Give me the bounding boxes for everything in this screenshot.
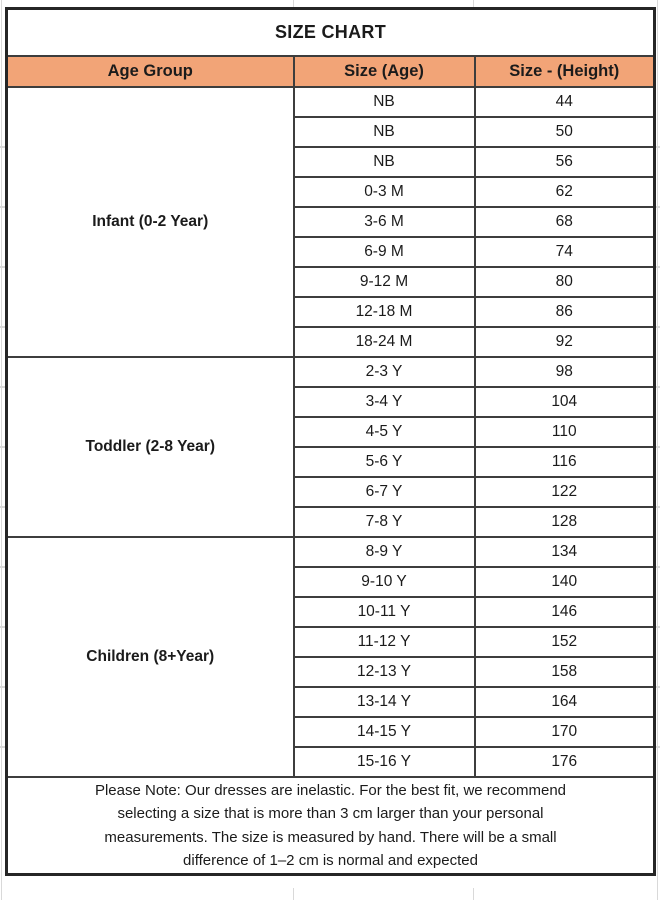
table-row: 18-24 M 92 — [7, 326, 656, 358]
size-age-cell: 15-16 Y — [292, 746, 476, 778]
table-row: 12-18 M 86 — [7, 296, 656, 328]
size-age-cell: NB — [292, 116, 476, 148]
size-height-cell: 74 — [473, 236, 656, 268]
size-height-cell: 152 — [473, 626, 656, 658]
note-line: Please Note: Our dresses are inelastic. … — [94, 781, 567, 799]
table-row: 14-15 Y 170 — [7, 716, 656, 748]
size-age-cell: 9-12 M — [292, 266, 476, 298]
note-text: Please Note: Our dresses are inelastic. … — [5, 776, 656, 876]
table-row: 4-5 Y 110 — [7, 416, 656, 448]
size-height-cell: 44 — [473, 86, 656, 118]
size-age-cell: 2-3 Y — [292, 356, 476, 388]
chart-title: SIZE CHART — [5, 7, 656, 57]
size-height-cell: 62 — [473, 176, 656, 208]
age-group-cell: Toddler (2-8 Year) — [5, 356, 295, 538]
size-height-cell: 56 — [473, 146, 656, 178]
table-row: 11-12 Y 152 — [7, 626, 656, 658]
size-height-cell: 170 — [473, 716, 656, 748]
table-row: NB 56 — [7, 146, 656, 178]
column-header-size-age: Size (Age) — [292, 55, 476, 88]
table-row: 0-3 M 62 — [7, 176, 656, 208]
column-header-age-group: Age Group — [5, 55, 295, 88]
size-age-cell: 8-9 Y — [292, 536, 476, 568]
table-row: 9-10 Y 140 — [7, 566, 656, 598]
note-line: measurements. The size is measured by ha… — [104, 828, 557, 846]
size-height-cell: 146 — [473, 596, 656, 628]
gridline-bottom-col1 — [293, 888, 294, 900]
age-group-cell: Infant (0-2 Year) — [5, 86, 295, 358]
size-age-cell: 5-6 Y — [292, 446, 476, 478]
size-height-cell: 176 — [473, 746, 656, 778]
size-age-cell: 18-24 M — [292, 326, 476, 358]
size-height-cell: 86 — [473, 296, 656, 328]
table-row: 13-14 Y 164 — [7, 686, 656, 718]
size-age-cell: 4-5 Y — [292, 416, 476, 448]
size-height-cell: 92 — [473, 326, 656, 358]
gridline-left-margin — [0, 88, 6, 788]
size-height-cell: 110 — [473, 416, 656, 448]
table-row: 12-13 Y 158 — [7, 656, 656, 688]
size-age-cell: 12-13 Y — [292, 656, 476, 688]
table-row: 6-7 Y 122 — [7, 476, 656, 508]
size-age-cell: 13-14 Y — [292, 686, 476, 718]
note-line: selecting a size that is more than 3 cm … — [117, 805, 544, 822]
size-height-cell: 98 — [473, 356, 656, 388]
table-row: Infant (0-2 Year) NB 44 — [5, 86, 656, 358]
size-age-cell: NB — [292, 146, 476, 178]
size-age-cell: 11-12 Y — [292, 626, 476, 658]
size-chart-table: SIZE CHART Age Group Size (Age) Size - (… — [5, 7, 656, 876]
size-height-cell: 50 — [473, 116, 656, 148]
size-height-cell: 116 — [473, 446, 656, 478]
size-age-cell: 3-4 Y — [292, 386, 476, 418]
gridline-bottom-col2 — [473, 888, 474, 900]
size-height-cell: 122 — [473, 476, 656, 508]
header-row: Age Group Size (Age) Size - (Height) — [5, 55, 656, 88]
size-height-cell: 128 — [473, 506, 656, 538]
title-row: SIZE CHART — [5, 7, 656, 57]
size-age-cell: 12-18 M — [292, 296, 476, 328]
note-row: Please Note: Our dresses are inelastic. … — [5, 776, 656, 876]
size-age-cell: 0-3 M — [292, 176, 476, 208]
table-row: 6-9 M 74 — [7, 236, 656, 268]
note-line: difference of 1–2 cm is normal and expec… — [183, 852, 478, 869]
size-age-cell: 14-15 Y — [292, 716, 476, 748]
column-header-size-height: Size - (Height) — [473, 55, 656, 88]
size-age-cell: 7-8 Y — [292, 506, 476, 538]
gridline-right-margin — [654, 88, 660, 788]
gridline-top-col1 — [293, 0, 294, 7]
size-height-cell: 68 — [473, 206, 656, 238]
size-age-cell: 10-11 Y — [292, 596, 476, 628]
table-row: Children (8+Year) 8-9 Y 134 — [5, 536, 656, 778]
table-row: 9-12 M 80 — [7, 266, 656, 298]
size-height-cell: 80 — [473, 266, 656, 298]
size-age-cell: NB — [292, 86, 476, 118]
table-row: 10-11 Y 146 — [7, 596, 656, 628]
size-age-cell: 3-6 M — [292, 206, 476, 238]
size-age-cell: 6-7 Y — [292, 476, 476, 508]
size-height-cell: 164 — [473, 686, 656, 718]
size-age-cell: 6-9 M — [292, 236, 476, 268]
size-height-cell: 158 — [473, 656, 656, 688]
gridline-top-col2 — [473, 0, 474, 7]
size-height-cell: 140 — [473, 566, 656, 598]
table-row: Toddler (2-8 Year) 2-3 Y 98 — [5, 356, 656, 538]
age-group-cell: Children (8+Year) — [5, 536, 295, 778]
table-row: 3-6 M 68 — [7, 206, 656, 238]
table-row: 5-6 Y 116 — [7, 446, 656, 478]
size-height-cell: 134 — [473, 536, 656, 568]
size-age-cell: 9-10 Y — [292, 566, 476, 598]
table-row: NB 50 — [7, 116, 656, 148]
table-row: 15-16 Y 176 — [7, 746, 656, 778]
size-height-cell: 104 — [473, 386, 656, 418]
table-row: 3-4 Y 104 — [7, 386, 656, 418]
table-row: 7-8 Y 128 — [7, 506, 656, 538]
